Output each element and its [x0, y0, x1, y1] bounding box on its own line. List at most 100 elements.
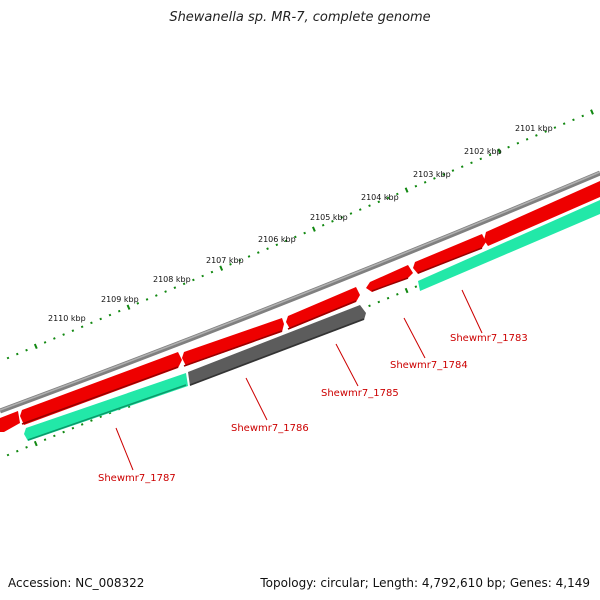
- scale-label: 2103 kbp: [413, 170, 451, 179]
- backbone-line: [0, 170, 600, 414]
- scale-label: 2102 kbp: [464, 147, 502, 156]
- cds-reverse-1: [24, 373, 188, 441]
- minor-tick: [460, 165, 464, 168]
- minor-tick: [145, 298, 149, 301]
- minor-tick: [117, 309, 121, 313]
- cds-forward-1: [0, 411, 20, 432]
- minor-tick: [470, 161, 473, 165]
- minor-tick: [80, 423, 84, 426]
- minor-tick: [442, 173, 445, 176]
- minor-tick: [173, 286, 177, 290]
- minor-tick: [275, 243, 279, 247]
- minor-tick: [516, 141, 520, 145]
- minor-tick: [247, 255, 251, 258]
- minor-tick: [15, 352, 19, 356]
- minor-tick: [488, 153, 492, 157]
- minor-tick: [71, 426, 75, 430]
- gene-label: Shewmr7_1786: [231, 423, 309, 434]
- minor-tick: [303, 231, 306, 235]
- minor-tick: [284, 239, 288, 243]
- scale-label: 2106 kbp: [258, 235, 296, 244]
- forward-shadow: [21, 247, 483, 425]
- gene-label-leader: [245, 377, 268, 421]
- minor-tick: [377, 200, 381, 204]
- gene-label: Shewmr7_1785: [321, 388, 399, 399]
- minor-tick: [562, 122, 566, 126]
- scale-label: 2105 kbp: [310, 213, 348, 222]
- cds-reverse-2: [418, 200, 600, 291]
- minor-tick: [349, 212, 353, 215]
- minor-tick: [43, 438, 47, 442]
- minor-tick: [53, 337, 56, 340]
- minor-tick: [368, 204, 371, 208]
- genome-summary: Topology: circular; Length: 4,792,610 bp…: [260, 576, 590, 590]
- minor-tick: [414, 184, 418, 188]
- minor-tick: [553, 126, 557, 129]
- major-tick: [404, 187, 409, 193]
- minor-tick: [90, 419, 93, 422]
- major-tick: [219, 265, 224, 271]
- minor-tick: [108, 313, 112, 317]
- minor-tick: [396, 293, 399, 296]
- minor-tick: [358, 208, 362, 211]
- minor-tick: [266, 247, 269, 250]
- backbone-highlight: [0, 171, 600, 411]
- pseudo-gene-1: [188, 305, 366, 386]
- minor-tick: [238, 259, 242, 262]
- major-tick: [497, 148, 502, 154]
- minor-tick: [15, 449, 19, 453]
- minor-tick: [581, 114, 585, 118]
- minor-tick: [479, 157, 483, 161]
- minor-tick: [507, 145, 510, 149]
- minor-tick: [331, 220, 334, 223]
- gene-label-leader: [403, 317, 426, 359]
- major-tick: [312, 226, 316, 232]
- minor-tick: [80, 325, 84, 329]
- minor-tick: [572, 118, 575, 122]
- minor-tick: [256, 251, 260, 254]
- scale-labels: 2101 kbp 2102 kbp 2103 kbp 2104 kbp 2105 kbp…: [48, 124, 553, 323]
- minor-tick: [99, 415, 103, 419]
- scale-label: 2109 kbp: [101, 295, 139, 304]
- major-tick: [33, 440, 38, 447]
- cds-forward-6: [413, 234, 486, 274]
- minor-tick: [321, 223, 325, 227]
- outer-scale-ticks: [6, 109, 594, 360]
- gene-label-leader: [115, 427, 134, 471]
- minor-tick: [525, 138, 529, 141]
- cds-forward-2: [20, 352, 182, 425]
- scale-label: 2104 kbp: [361, 193, 399, 202]
- minor-tick: [62, 333, 65, 336]
- minor-tick: [43, 341, 47, 344]
- gene-track: [0, 181, 600, 441]
- scale-label: 2108 kbp: [153, 275, 191, 284]
- pseudo-shadow: [189, 318, 365, 386]
- minor-tick: [423, 180, 427, 184]
- gene-label: Shewmr7_1787: [98, 473, 176, 484]
- minor-tick: [210, 270, 214, 274]
- minor-tick: [6, 453, 10, 457]
- scale-label: 2107 kbp: [206, 256, 244, 265]
- minor-tick: [377, 300, 381, 304]
- major-tick: [404, 287, 409, 294]
- major-tick: [33, 343, 38, 349]
- minor-tick: [386, 296, 390, 300]
- gene-labels: Shewmr7_1783 Shewmr7_1784 Shewmr7_1785 Shew…: [98, 289, 528, 484]
- cds-forward-3: [182, 318, 284, 366]
- minor-tick: [99, 317, 103, 321]
- minor-tick: [229, 262, 232, 266]
- minor-tick: [414, 285, 418, 288]
- minor-tick: [386, 196, 390, 200]
- minor-tick: [396, 192, 399, 196]
- minor-tick: [201, 274, 204, 278]
- scale-label: 2110 kbp: [48, 314, 86, 323]
- minor-tick: [25, 348, 28, 352]
- minor-tick: [294, 235, 297, 239]
- cds-forward-4: [286, 287, 360, 329]
- cds-forward-5: [366, 265, 413, 292]
- minor-tick: [182, 282, 186, 286]
- minor-tick: [25, 446, 28, 449]
- minor-tick: [192, 278, 195, 282]
- major-tick: [590, 109, 594, 115]
- minor-tick: [155, 294, 158, 297]
